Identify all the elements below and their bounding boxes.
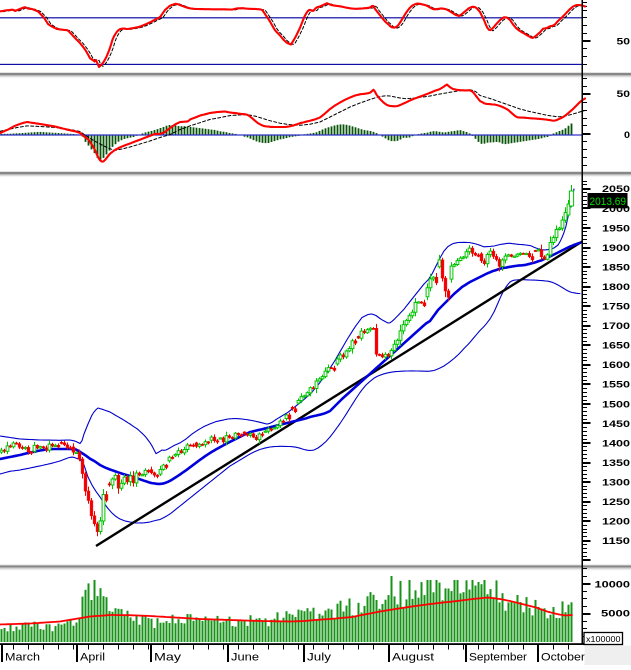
- svg-text:2013.69: 2013.69: [590, 196, 627, 208]
- svg-text:1950: 1950: [602, 223, 630, 234]
- svg-text:1300: 1300: [602, 477, 630, 488]
- svg-text:1350: 1350: [602, 458, 630, 469]
- svg-text:50: 50: [617, 36, 631, 47]
- svg-text:1250: 1250: [602, 497, 630, 508]
- svg-text:5000: 5000: [601, 609, 630, 620]
- svg-text:October: October: [541, 652, 585, 664]
- svg-text:March: March: [5, 652, 40, 664]
- svg-text:1500: 1500: [602, 399, 630, 410]
- svg-text:0: 0: [624, 130, 630, 141]
- svg-text:April: April: [80, 652, 105, 664]
- svg-text:August: August: [392, 652, 434, 664]
- svg-text:1900: 1900: [602, 243, 630, 254]
- svg-text:50: 50: [617, 89, 631, 100]
- svg-text:1150: 1150: [602, 536, 630, 547]
- svg-text:September: September: [469, 652, 527, 664]
- svg-text:1650: 1650: [602, 341, 630, 352]
- svg-text:1750: 1750: [602, 302, 630, 313]
- svg-text:1400: 1400: [602, 438, 630, 449]
- svg-text:1450: 1450: [602, 419, 630, 430]
- svg-text:May: May: [154, 652, 182, 664]
- svg-text:1200: 1200: [602, 517, 630, 528]
- svg-text:June: June: [231, 652, 259, 664]
- svg-text:1700: 1700: [602, 321, 630, 332]
- svg-text:1800: 1800: [602, 282, 630, 293]
- svg-text:x100000: x100000: [586, 634, 621, 644]
- svg-text:July: July: [307, 652, 332, 664]
- svg-text:1600: 1600: [602, 360, 630, 371]
- svg-text:1550: 1550: [602, 380, 630, 391]
- svg-text:10000: 10000: [595, 580, 631, 591]
- svg-text:1850: 1850: [602, 262, 630, 273]
